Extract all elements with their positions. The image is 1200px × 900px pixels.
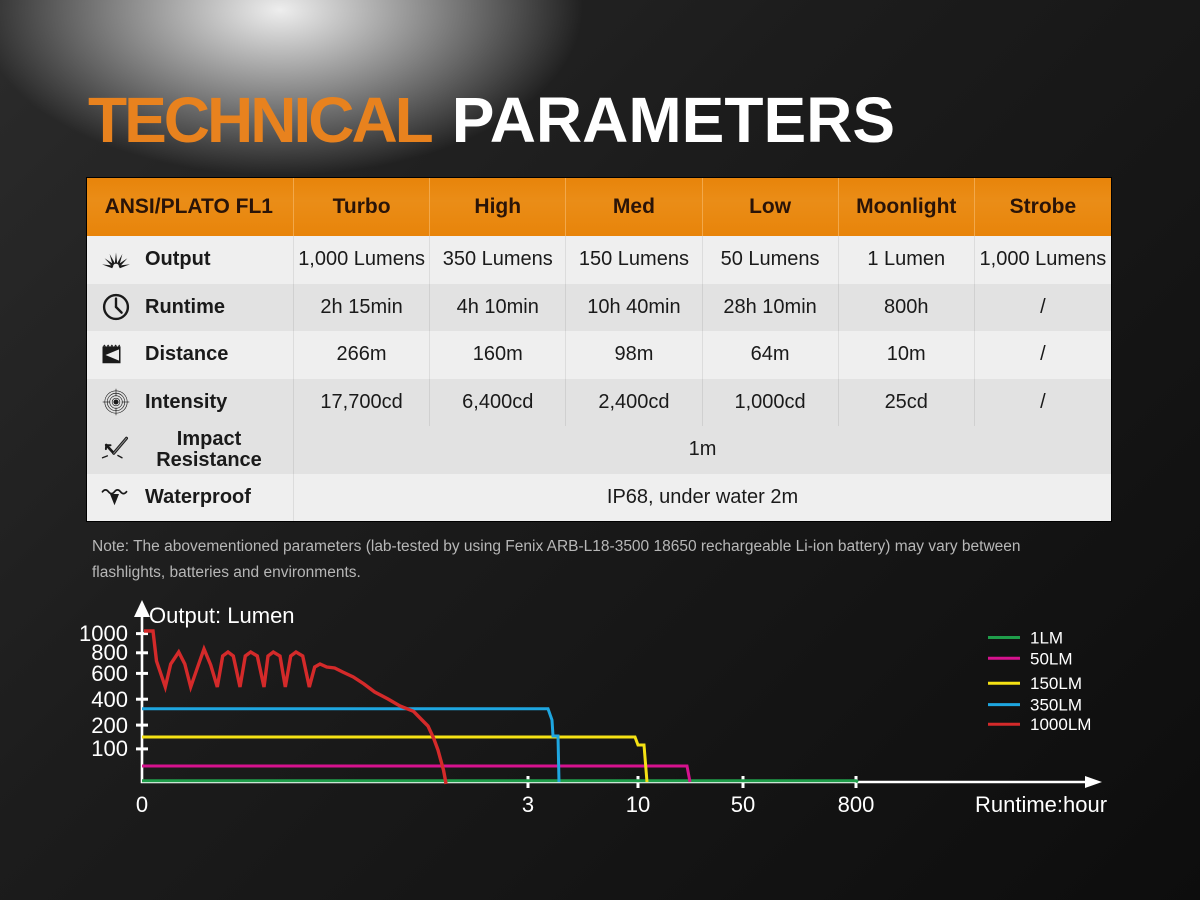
svg-text:150LM: 150LM <box>1030 674 1082 693</box>
svg-text:3: 3 <box>522 792 534 817</box>
svg-text:10: 10 <box>626 792 650 817</box>
svg-text:800: 800 <box>838 792 875 817</box>
svg-text:Runtime:hour: Runtime:hour <box>975 792 1107 817</box>
svg-text:0: 0 <box>136 792 148 817</box>
svg-text:1000LM: 1000LM <box>1030 715 1091 734</box>
svg-text:100: 100 <box>91 736 128 761</box>
svg-text:350LM: 350LM <box>1030 696 1082 715</box>
svg-text:400: 400 <box>91 687 128 712</box>
svg-text:200: 200 <box>91 713 128 738</box>
svg-text:Output: Lumen: Output: Lumen <box>149 603 295 628</box>
svg-text:50LM: 50LM <box>1030 649 1073 668</box>
svg-text:600: 600 <box>91 661 128 686</box>
svg-text:1LM: 1LM <box>1030 629 1063 648</box>
svg-text:50: 50 <box>731 792 755 817</box>
